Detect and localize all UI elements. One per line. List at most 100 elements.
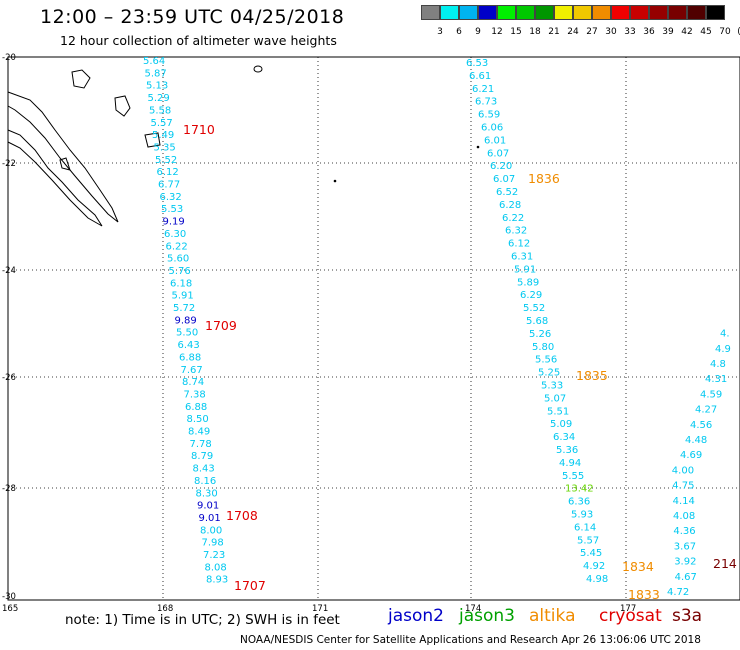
colorbar-swatch [440,5,459,20]
coastline [7,91,119,223]
track-value: 5.49 [152,130,174,141]
track-value: 4.00 [672,465,694,476]
track-value: 5.57 [577,535,599,546]
map-subtitle: 12 hour collection of altimeter wave hei… [60,33,337,48]
track-value: 6.12 [157,167,179,178]
track-value: 5.87 [145,68,167,79]
track-value: 6.06 [481,123,503,134]
track-value: 8.00 [200,525,222,536]
lat-label: -24 [2,266,16,276]
track-value: 4.67 [675,572,697,583]
pass-time-label: 1709 [205,318,237,333]
colorbar-swatch [649,5,668,20]
colorbar-swatch [611,5,630,20]
track-value: 5.93 [571,510,593,521]
track-value: 6.12 [508,239,530,250]
track-value: 6.20 [490,161,512,172]
track-value: 6.14 [574,522,596,533]
track-value: 5.56 [535,355,557,366]
legend-item-s3a: s3a [672,606,703,626]
colorbar-label: (ft) [734,27,740,37]
legend-item-cryosat: cryosat [599,606,662,626]
colorbar-swatch [516,5,535,20]
track-value: 7.78 [190,439,212,450]
track-value: 5.52 [523,303,545,314]
track-value: 8.79 [191,451,213,462]
track-value: 8.50 [187,414,209,425]
track-value: 4.56 [690,420,712,431]
track-value: 7.67 [181,365,203,376]
colorbar-label: 15 [510,27,522,37]
footer-note: note: 1) Time is in UTC; 2) SWH is in fe… [65,612,340,628]
track-value: 5.76 [169,266,191,277]
track-value: 6.34 [553,432,575,443]
colorbar-swatch [706,5,725,20]
pass-time-label: 214 [713,556,737,571]
colorbar-label: 70 [719,27,731,37]
track-value: 4.72 [667,587,689,598]
track-value: 5.13 [146,81,168,92]
track-value: 8.43 [193,464,215,475]
colorbar-swatch [573,5,592,20]
track-value: 6.07 [487,148,509,159]
track-value: 5.33 [541,381,563,392]
track-value: 8.08 [205,562,227,573]
track-value: 5.60 [167,254,189,265]
colorbar-label: 9 [475,27,481,37]
track-value: 5.52 [155,155,177,166]
lat-label: -28 [2,484,16,494]
legend-item-altika: altika [529,606,576,626]
track-value: 5.58 [149,105,171,116]
colorbar-swatch [478,5,497,20]
track-value: 5.68 [526,316,548,327]
track-value: 4.31 [705,374,727,385]
track-value: 5.26 [529,329,551,340]
track-value: 5.36 [556,445,578,456]
colorbar-label: 24 [567,27,579,37]
colorbar-swatch [592,5,611,20]
track-value: 4.48 [685,435,707,446]
lat-label: -26 [2,373,16,383]
pass-time-label: 1836 [528,171,560,186]
colorbar-label: 3 [437,27,443,37]
track-value: 13.42 [565,484,594,495]
track-value: 4.27 [695,405,717,416]
track-value: 9.19 [163,217,185,228]
lon-label: 165 [2,604,18,614]
track-value: 5.64 [143,56,165,67]
track-value: 4.98 [586,574,608,585]
island [476,145,480,149]
track-value: 6.22 [166,241,188,252]
colorbar-label: 6 [456,27,462,37]
track-value: 6.77 [158,180,180,191]
track-value: 5.80 [532,342,554,353]
colorbar-swatch [497,5,516,20]
track-value: 4.69 [680,450,702,461]
track-value: 4.59 [700,389,722,400]
colorbar-label: 12 [491,27,503,37]
coastline [7,129,103,227]
pass-time-label: 1707 [234,578,266,593]
track-value: 5.09 [550,419,572,430]
track-value: 9.89 [175,315,197,326]
track-value: 4.08 [673,511,695,522]
track-value: 6.53 [466,58,488,69]
track-value: 5.89 [517,277,539,288]
coastline [59,157,71,171]
colorbar-swatch [421,5,440,20]
colorbar-label: 45 [700,27,712,37]
colorbar-label: 39 [662,27,674,37]
colorbar-label: 21 [548,27,560,37]
map-title: 12:00 – 23:59 UTC 04/25/2018 [40,6,345,28]
track-value: 6.22 [502,213,524,224]
track-value: 4.94 [559,458,581,469]
colorbar-label: 42 [681,27,693,37]
track-value: 6.01 [484,135,506,146]
legend-item-jason2: jason2 [388,606,444,626]
track-value: 5.50 [176,328,198,339]
coastline [114,95,131,117]
track-value: 6.32 [160,192,182,203]
track-value: 4.92 [583,561,605,572]
colorbar-label: 27 [586,27,598,37]
track-value: 6.18 [170,278,192,289]
